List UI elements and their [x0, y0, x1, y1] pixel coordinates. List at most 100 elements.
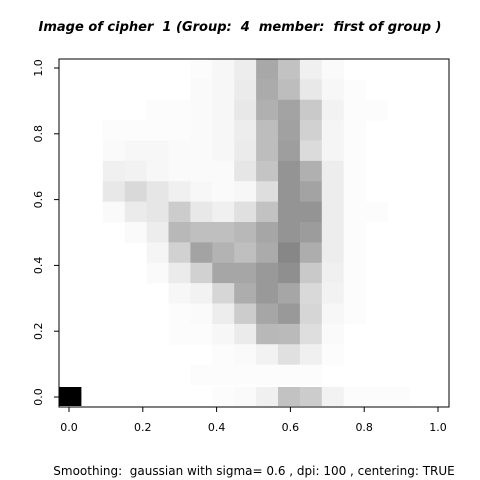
- heatmap-cell: [59, 387, 82, 406]
- heatmap-cell: [234, 262, 257, 284]
- heatmap-cell: [256, 140, 279, 162]
- heatmap-cell: [321, 303, 345, 325]
- heatmap-cell: [256, 201, 279, 223]
- heatmap-cell: [343, 140, 367, 162]
- heatmap-cell: [190, 364, 213, 386]
- heatmap-cell: [146, 201, 169, 223]
- heatmap-cell: [234, 120, 257, 142]
- heatmap-cell: [299, 59, 323, 80]
- heatmap-cell: [299, 181, 323, 203]
- heatmap-cell: [278, 160, 301, 182]
- heatmap-cell: [365, 387, 388, 406]
- heatmap-cell: [321, 99, 345, 121]
- heatmap-cell: [299, 242, 323, 264]
- heatmap-cell: [234, 160, 257, 182]
- x-tick-label: 1.0: [429, 421, 447, 434]
- heatmap-cell: [190, 160, 213, 182]
- heatmap-cell: [256, 323, 279, 345]
- heatmap-cell: [299, 160, 323, 182]
- heatmap-cell: [234, 364, 257, 386]
- heatmap-cell: [234, 387, 257, 406]
- heatmap-cell: [256, 222, 279, 243]
- heatmap-cell: [278, 283, 301, 305]
- x-tick-label: 0.2: [134, 421, 152, 434]
- heatmap-cell: [321, 323, 345, 345]
- heatmap-cell: [299, 120, 323, 142]
- heatmap-cell: [190, 283, 213, 305]
- y-tick-label: 0.6: [32, 191, 45, 209]
- heatmap-cell: [168, 262, 191, 284]
- heatmap-cell: [212, 283, 235, 305]
- heatmap-cell: [343, 120, 367, 142]
- heatmap-cell: [256, 364, 279, 386]
- heatmap-cell: [146, 262, 169, 284]
- heatmap-cell: [256, 99, 279, 121]
- heatmap-cell: [234, 181, 257, 203]
- x-tick-label: 0.4: [208, 421, 226, 434]
- heatmap-cell: [168, 120, 191, 142]
- heatmap-cell: [190, 242, 213, 264]
- heatmap-cell: [190, 59, 213, 80]
- heatmap-cell: [234, 242, 257, 264]
- heatmap-cell: [190, 303, 213, 325]
- heatmap-cell: [212, 79, 235, 101]
- heatmap-cell: [278, 262, 301, 284]
- heatmap-cell: [168, 303, 191, 325]
- heatmap-cell: [212, 323, 235, 345]
- heatmap-cell: [124, 222, 148, 243]
- heatmap-cell: [212, 181, 235, 203]
- heatmap-cell: [278, 222, 301, 243]
- heatmap-cell: [299, 140, 323, 162]
- heatmap-cell: [278, 242, 301, 264]
- plot-frame: [58, 58, 450, 408]
- heatmap-cell: [321, 344, 345, 366]
- heatmap-cell: [299, 283, 323, 305]
- heatmap-cell: [278, 140, 301, 162]
- heatmap-cell: [190, 120, 213, 142]
- heatmap-cell: [168, 181, 191, 203]
- y-tick-label: 0.0: [32, 388, 45, 406]
- heatmap-cell: [212, 303, 235, 325]
- heatmap-cell: [321, 222, 345, 243]
- heatmap-cell: [212, 201, 235, 223]
- heatmap-cell: [256, 160, 279, 182]
- heatmap-cell: [343, 387, 367, 406]
- heatmap-cell: [190, 323, 213, 345]
- heatmap-cell: [365, 99, 388, 121]
- heatmap-cell: [146, 120, 169, 142]
- heatmap-cell: [190, 99, 213, 121]
- heatmap-cell: [299, 262, 323, 284]
- heatmap-cell: [343, 201, 367, 223]
- heatmap-cell: [256, 79, 279, 101]
- heatmap-cell: [278, 303, 301, 325]
- heatmap-cell: [124, 120, 148, 142]
- heatmap-cell: [234, 79, 257, 101]
- heatmap-cell: [146, 222, 169, 243]
- heatmap-cell: [299, 344, 323, 366]
- heatmap-cell: [278, 99, 301, 121]
- heatmap-cell: [146, 99, 169, 121]
- heatmap-cell: [234, 344, 257, 366]
- heatmap-cell: [387, 387, 410, 406]
- y-axis: 0.0 0.2 0.4 0.6 0.8 1.0: [32, 59, 59, 406]
- y-tick-label: 0.2: [32, 322, 45, 340]
- heatmap-cell: [212, 387, 235, 406]
- heatmap-cell: [278, 59, 301, 80]
- heatmap-cell: [343, 79, 367, 101]
- x-tick-label: 0.8: [355, 421, 373, 434]
- heatmap-cell: [212, 59, 235, 80]
- heatmap-cell: [321, 242, 345, 264]
- heatmap-cell: [299, 99, 323, 121]
- heatmap-cell: [278, 201, 301, 223]
- heatmap-cell: [299, 201, 323, 223]
- heatmap-cell: [212, 344, 235, 366]
- heatmap-cell: [190, 181, 213, 203]
- heatmap-cell: [343, 242, 367, 264]
- heatmap-cells: [59, 59, 410, 406]
- heatmap-cell: [102, 140, 126, 162]
- heatmap-cell: [278, 79, 301, 101]
- heatmap-cell: [234, 99, 257, 121]
- heatmap-cell: [343, 181, 367, 203]
- heatmap-cell: [190, 262, 213, 284]
- x-tick-label: 0.6: [282, 421, 300, 434]
